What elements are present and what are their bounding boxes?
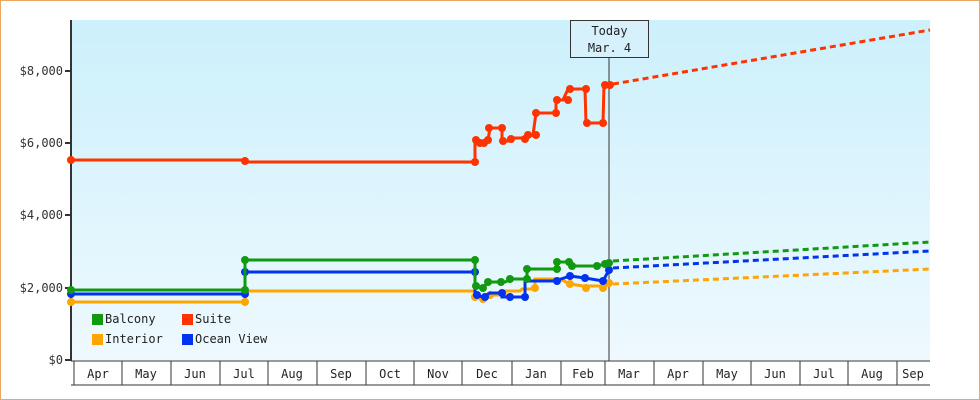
today-annotation: Today Mar. 4 <box>570 20 649 58</box>
suite-series <box>67 81 614 166</box>
x-tick-label: Jan <box>525 367 547 381</box>
balcony-swatch <box>92 313 103 325</box>
plot-area <box>71 20 930 360</box>
suite-forecast-line <box>612 28 931 86</box>
interior-swatch <box>92 333 103 345</box>
today-date: Mar. 4 <box>587 41 632 55</box>
x-tick-label: Aug <box>281 367 303 381</box>
suite-swatch <box>182 313 193 325</box>
suite-markers <box>67 81 614 166</box>
legend-label: Suite <box>195 312 232 326</box>
x-tick-label: Dec <box>476 367 498 381</box>
x-tick-label: Aug <box>861 367 883 381</box>
balcony-series <box>67 256 613 294</box>
balcony-forecast-line <box>612 240 931 263</box>
legend-item-balcony: Balcony <box>92 312 156 326</box>
x-tick-label: Sep <box>330 367 352 381</box>
x-axis <box>71 360 930 386</box>
x-tick-label: Jul <box>813 367 835 381</box>
x-tick-label: Jun <box>184 367 206 381</box>
x-tick-label: Mar <box>618 367 640 381</box>
y-tick-label: $8,000 <box>20 64 63 78</box>
ocean-view-swatch <box>182 333 193 345</box>
interior-forecast-line <box>612 267 931 286</box>
ocean-view-forecast-line <box>612 249 931 270</box>
x-tick-label: May <box>135 367 157 381</box>
x-tick-label: Apr <box>87 367 109 381</box>
legend-label: Interior <box>105 332 163 346</box>
x-tick-label: Jul <box>233 367 255 381</box>
legend-label: Balcony <box>105 312 156 326</box>
today-label: Today <box>591 24 628 38</box>
y-tick-label: $4,000 <box>20 208 63 222</box>
x-tick-label: Sep <box>902 367 924 381</box>
x-tick-label: Nov <box>427 367 449 381</box>
x-tick-label: Apr <box>667 367 689 381</box>
legend-item-suite: Suite <box>182 312 231 326</box>
x-tick-label: Feb <box>572 367 594 381</box>
legend-label: Ocean View <box>195 332 268 346</box>
legend-item-interior: Interior <box>92 332 163 346</box>
x-tick-label: Oct <box>379 367 401 381</box>
x-tick-label: Jun <box>764 367 786 381</box>
x-tick-label: May <box>716 367 738 381</box>
y-tick-label: $0 <box>49 353 63 367</box>
y-tick-label: $6,000 <box>20 136 63 150</box>
legend-item-ocean-view: Ocean View <box>182 332 267 346</box>
balcony-markers <box>67 256 613 294</box>
y-tick-label: $2,000 <box>20 281 63 295</box>
